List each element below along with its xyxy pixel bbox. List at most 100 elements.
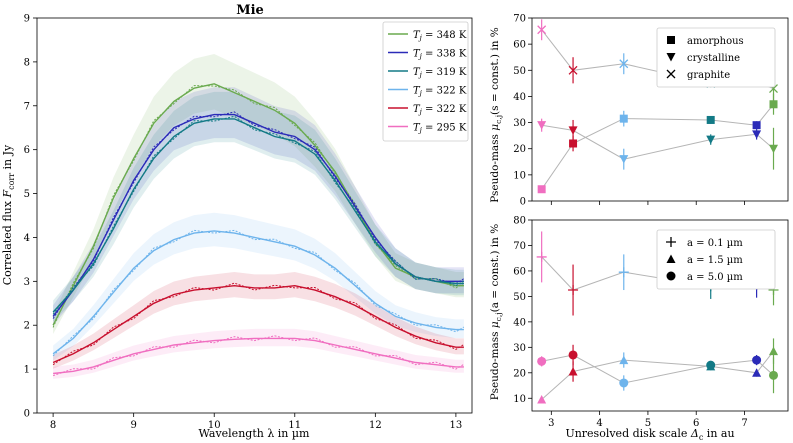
- legend-marker-1: [666, 53, 676, 62]
- xtick-label: 12: [369, 420, 382, 431]
- mass-a-ylabel-pre: Pseudo-mass: [489, 328, 501, 400]
- mass-s-ylabel-pre: Pseudo-mass: [489, 131, 501, 203]
- xtick-label: 4: [596, 418, 602, 429]
- point-1-0: [537, 121, 547, 130]
- point-1-5: [769, 144, 779, 154]
- fit-series-4: [52, 284, 464, 364]
- ytick-label: 40: [513, 92, 526, 103]
- xtick-label: 8: [50, 420, 56, 431]
- fit-series-5: [53, 337, 464, 375]
- ytick-label: 4: [24, 233, 30, 244]
- flux-ylabel-tail: in Jy: [1, 144, 14, 173]
- connector-1: [541, 124, 774, 160]
- point-2-2: [619, 59, 629, 69]
- ytick-label: 70: [513, 241, 526, 252]
- point-1-4: [752, 130, 762, 139]
- pseudo-mass-a-const-plot: 3 4 5 6 7 10 20 30 40 50 60 70 80 a = 0.1 µm a = 1.5 µ…: [513, 216, 789, 429]
- mass-xlabel-pre: Unresolved disk scale: [565, 427, 690, 440]
- point-2-5: [769, 370, 779, 380]
- ytick-label: 0: [520, 197, 526, 208]
- point-0-2: [619, 114, 628, 123]
- flux-ylabel-sub: corr: [7, 173, 16, 190]
- mass-s-ylabel: Pseudo-mass μc,j(s = const.) in %: [489, 27, 503, 203]
- point-0-0: [536, 251, 547, 262]
- ytick-label: 7: [24, 101, 30, 112]
- mass-xlabel: Unresolved disk scale Δc in au: [565, 427, 734, 442]
- band-series-0: [53, 54, 464, 334]
- xtick-label: 11: [288, 420, 301, 431]
- ytick-label: 50: [513, 66, 526, 77]
- point-2-4: [752, 355, 762, 365]
- mass-s-ylabel-sub: c,j: [494, 115, 503, 124]
- point-1-2: [619, 155, 629, 164]
- mass-s-ylabel-post: (s = const.) in %: [489, 27, 501, 115]
- point-0-4: [752, 121, 761, 130]
- legend-marker-2: [666, 271, 676, 281]
- ytick-label: 70: [513, 14, 526, 25]
- flux-plot-title: Mie: [236, 3, 264, 18]
- legend-marker-2: [666, 69, 676, 79]
- fit-series-2: [52, 118, 464, 313]
- legend-label-2: graphite: [687, 70, 730, 81]
- xtick-label: 6: [693, 418, 699, 429]
- legend-label-5: Tj = 295 K: [413, 123, 467, 135]
- legend-label-0: a = 0.1 µm: [687, 238, 743, 249]
- ytick-label: 60: [513, 266, 526, 277]
- legend-label-2: a = 5.0 µm: [687, 272, 743, 283]
- ytick-label: 3: [24, 277, 30, 288]
- band-series-2: [53, 91, 464, 322]
- legend-label-0: Tj = 348 K: [413, 30, 467, 42]
- ax1-legend: [656, 27, 776, 88]
- point-2-1: [568, 65, 578, 75]
- legend-label-2: Tj = 319 K: [413, 67, 467, 79]
- mass-a-ylabel-sub: c,j: [494, 312, 503, 321]
- ytick-label: 5: [24, 189, 30, 200]
- xtick-label: 7: [741, 418, 747, 429]
- ytick-label: 60: [513, 40, 526, 51]
- legend-label-1: crystalline: [687, 53, 740, 64]
- point-1-1: [568, 367, 578, 376]
- point-1-3: [706, 135, 716, 145]
- legend-label-4: Tj = 322 K: [413, 104, 467, 116]
- point-2-3: [706, 360, 716, 370]
- ytick-label: 2: [24, 321, 30, 332]
- ytick-label: 1: [24, 365, 30, 376]
- flux-legend: [382, 21, 469, 142]
- point-2-1: [568, 350, 578, 360]
- point-2-0: [537, 356, 547, 366]
- ax2-legend: [656, 229, 776, 290]
- connector-1: [541, 350, 774, 400]
- ytick-label: 50: [513, 292, 526, 303]
- ytick-label: 10: [513, 170, 526, 181]
- mass-a-ylabel-post: (a = const.) in %: [489, 224, 501, 313]
- mass-a-ylabel: Pseudo-mass μc,j(a = const.) in %: [489, 224, 503, 400]
- legend-marker-0: [667, 36, 675, 44]
- point-2-2: [619, 378, 629, 388]
- point-0-1: [568, 285, 579, 296]
- ytick-label: 40: [513, 317, 526, 328]
- xtick-label: 9: [130, 420, 136, 431]
- flux-ylabel-main: Correlated flux: [1, 198, 14, 286]
- point-0-1: [569, 139, 578, 148]
- point-1-1: [568, 126, 578, 135]
- ax2-frame: [531, 219, 789, 412]
- ytick-label: 30: [513, 118, 526, 129]
- ytick-label: 20: [513, 368, 526, 379]
- legend-label-1: Tj = 338 K: [413, 49, 467, 61]
- xtick-label: 10: [208, 420, 221, 431]
- band-series-4: [53, 272, 464, 369]
- legend-label-1: a = 1.5 µm: [687, 255, 743, 266]
- point-1-0: [537, 395, 547, 404]
- xtick-label: 13: [450, 420, 463, 431]
- ax1-frame: [531, 17, 789, 202]
- ytick-label: 30: [513, 343, 526, 354]
- flux-ylabel-sym: F: [1, 190, 14, 199]
- ytick-label: 80: [513, 216, 526, 227]
- flux-plot-xlabel: Wavelength λ in µm: [199, 427, 311, 440]
- mass-xlabel-sub: c: [699, 433, 704, 442]
- fit-series-3: [52, 230, 464, 355]
- ytick-label: 9: [24, 14, 30, 25]
- pseudo-mass-s-const-plot: 0 10 20 30 40 50 60 70 amorphous crystalline graph…: [513, 14, 789, 208]
- point-1-5: [769, 346, 779, 356]
